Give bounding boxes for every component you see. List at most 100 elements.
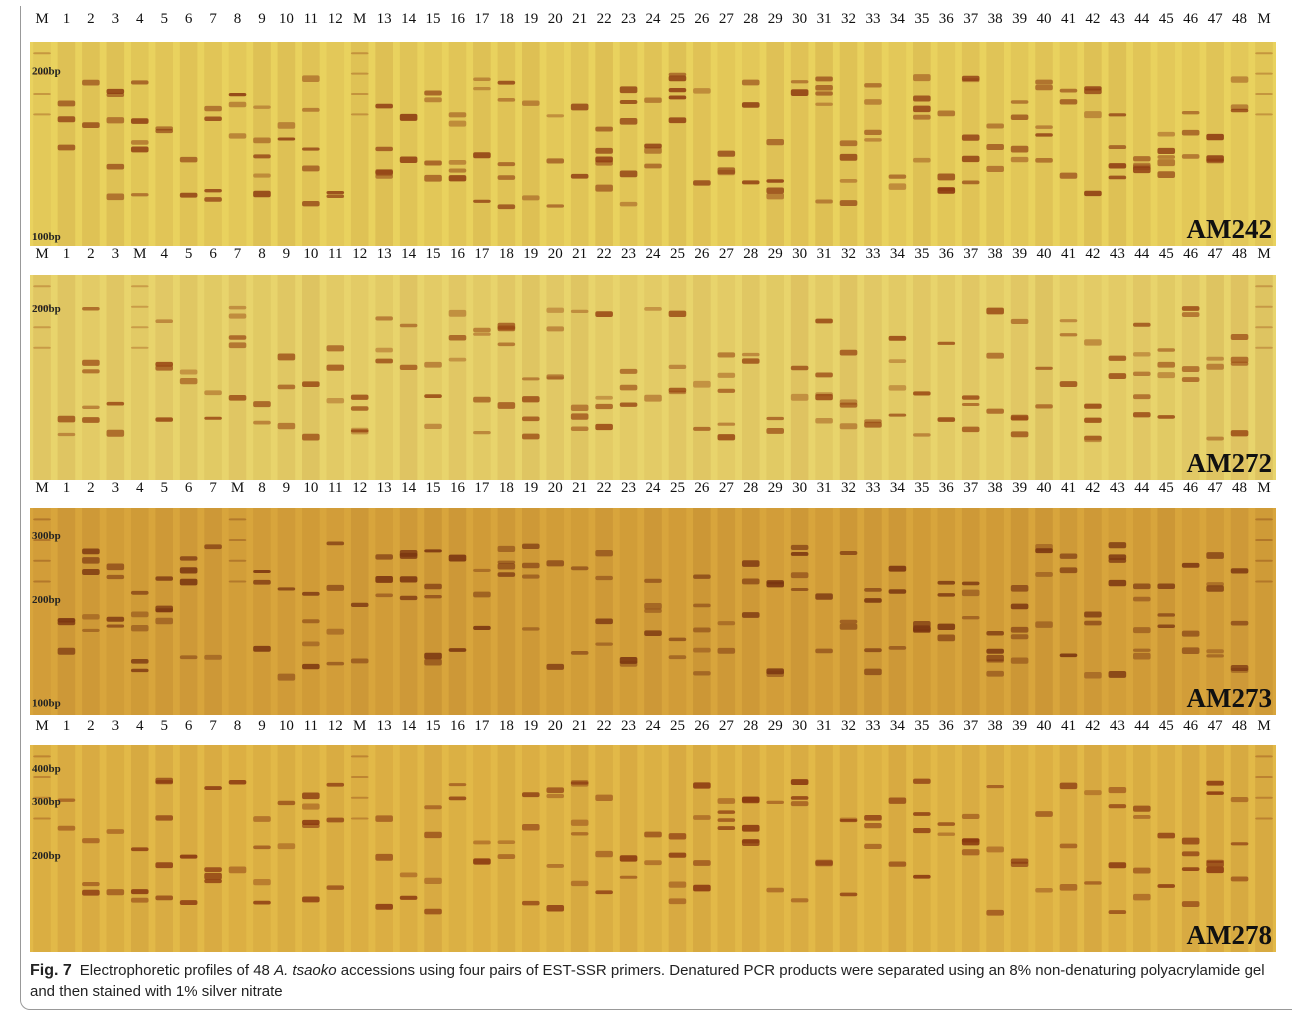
lane-label: 8 xyxy=(258,246,266,262)
band xyxy=(82,79,100,86)
band xyxy=(1010,657,1029,664)
band xyxy=(595,184,613,192)
band xyxy=(1206,552,1224,559)
band xyxy=(546,374,565,380)
lane-label: 39 xyxy=(1012,718,1027,734)
lane-label: 2 xyxy=(87,11,95,27)
band xyxy=(1084,790,1102,796)
band xyxy=(522,543,540,549)
lane-smear xyxy=(1133,508,1151,715)
band xyxy=(888,335,907,341)
band xyxy=(717,434,736,441)
band xyxy=(179,854,198,859)
band xyxy=(1181,129,1200,136)
lane-label: 33 xyxy=(865,718,880,734)
band xyxy=(790,89,809,97)
lane-smear xyxy=(717,745,736,952)
band xyxy=(913,778,931,784)
band xyxy=(399,552,418,559)
lane-smear xyxy=(326,275,345,480)
lane-label: 30 xyxy=(792,11,807,27)
band xyxy=(717,621,736,626)
band xyxy=(522,627,540,631)
gel xyxy=(30,508,1276,715)
lane-label: 18 xyxy=(499,11,514,27)
lane-label: 15 xyxy=(426,11,441,27)
marker-label: 300bp xyxy=(32,530,61,542)
caption-text: Electrophoretic profiles of 48 xyxy=(79,962,270,979)
band xyxy=(253,190,271,198)
band xyxy=(595,642,613,646)
band xyxy=(33,776,51,779)
band xyxy=(570,426,589,432)
band xyxy=(33,285,51,288)
band xyxy=(913,391,931,396)
band xyxy=(1059,88,1078,93)
lane-smear xyxy=(1133,745,1151,952)
band xyxy=(913,95,931,102)
lane-smear xyxy=(448,508,467,715)
band xyxy=(1206,860,1224,868)
band xyxy=(497,162,516,167)
band xyxy=(33,518,51,521)
lane-smear xyxy=(1108,508,1127,715)
band xyxy=(693,647,711,653)
band xyxy=(424,652,442,660)
band xyxy=(1230,568,1249,574)
band xyxy=(1157,147,1176,154)
lane-smear xyxy=(546,745,565,952)
lane-label: 31 xyxy=(817,718,832,734)
lane-label: 21 xyxy=(572,718,587,734)
lane-label: 1 xyxy=(63,480,71,496)
lane-label: 2 xyxy=(87,480,95,496)
lane-label: 13 xyxy=(377,11,392,27)
band xyxy=(644,394,662,402)
band xyxy=(595,395,613,400)
band xyxy=(130,659,149,664)
band xyxy=(839,423,858,430)
lane-smear xyxy=(1010,508,1029,715)
band xyxy=(1133,893,1151,901)
lane-smear xyxy=(1059,745,1078,952)
band xyxy=(204,188,222,193)
band xyxy=(815,593,833,600)
lane-label: 4 xyxy=(136,718,144,734)
band xyxy=(375,316,393,321)
band xyxy=(82,881,100,887)
band xyxy=(448,335,467,341)
band xyxy=(497,204,516,210)
band xyxy=(815,102,833,106)
lane-smear xyxy=(741,42,760,246)
band xyxy=(717,798,736,804)
lane-label: 23 xyxy=(621,11,636,27)
lane-label: 34 xyxy=(890,718,906,734)
lane-smear xyxy=(815,275,833,480)
band xyxy=(961,75,980,82)
band xyxy=(888,385,907,391)
band xyxy=(937,417,956,422)
band xyxy=(595,147,613,154)
band xyxy=(1010,145,1029,153)
band xyxy=(937,593,956,597)
lane-smear xyxy=(302,275,320,480)
lane-label: 27 xyxy=(719,480,735,496)
lane-smear xyxy=(253,275,271,480)
band xyxy=(815,84,833,91)
band xyxy=(595,423,613,431)
band xyxy=(937,580,956,585)
band xyxy=(497,175,516,180)
band xyxy=(644,147,662,154)
band xyxy=(864,129,882,135)
band xyxy=(277,673,296,681)
lane-label: 2 xyxy=(87,718,95,734)
band xyxy=(302,201,320,207)
band xyxy=(839,399,858,405)
band xyxy=(350,93,369,95)
lane-label: 3 xyxy=(112,718,120,734)
lane-label: 45 xyxy=(1159,246,1174,262)
lane-label: 48 xyxy=(1232,480,1247,496)
band xyxy=(570,781,589,785)
lane-smear xyxy=(155,42,173,246)
lane-smear xyxy=(766,745,784,952)
lane-label: 13 xyxy=(377,246,392,262)
